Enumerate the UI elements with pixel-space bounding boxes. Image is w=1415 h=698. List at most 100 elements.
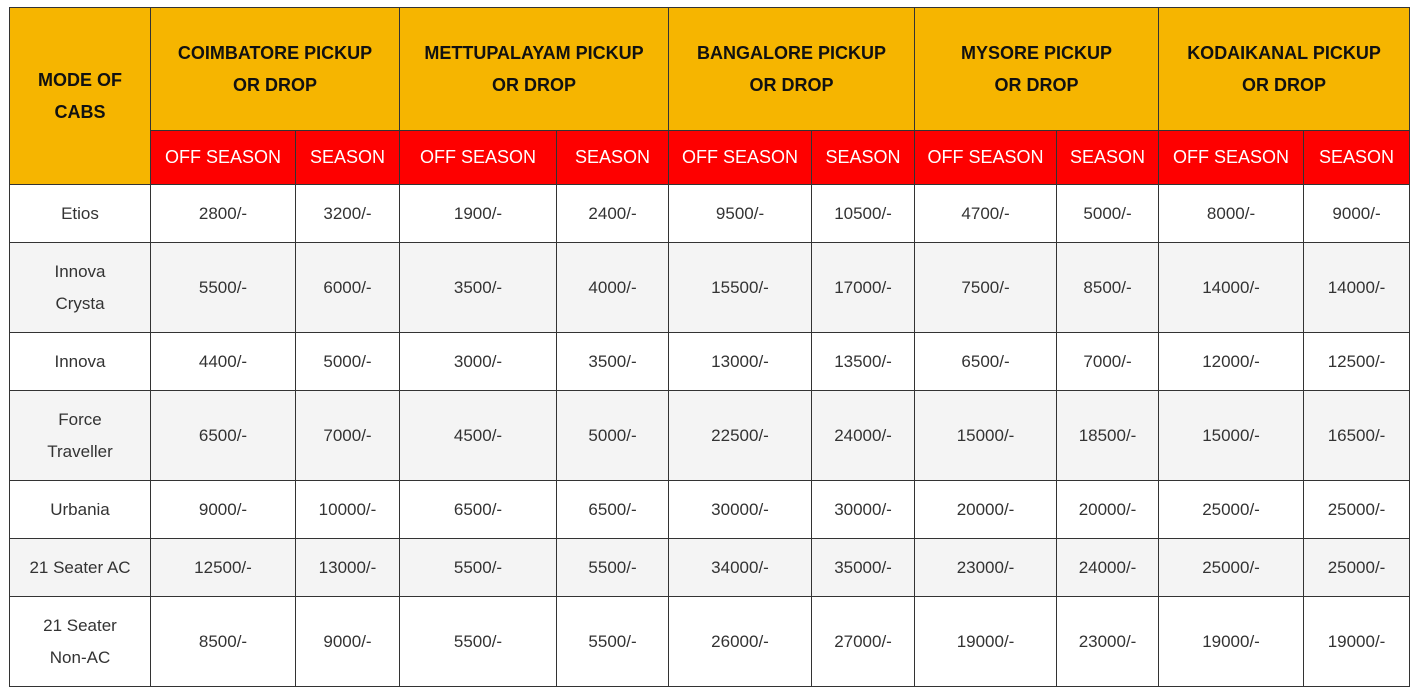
mode-header-line: CABS bbox=[54, 102, 106, 122]
cab-name-line: Crysta bbox=[55, 293, 105, 313]
price-cell: 5500/- bbox=[399, 596, 557, 687]
price-cell: 10000/- bbox=[295, 480, 400, 539]
price-cell: 8000/- bbox=[1158, 184, 1305, 243]
cab-name-cell: Force Traveller bbox=[9, 390, 151, 481]
cab-name-line: Innova bbox=[54, 261, 106, 281]
route-header-line: OR DROP bbox=[492, 75, 577, 95]
price-cell: 14000/- bbox=[1303, 242, 1411, 333]
cab-name-line: Innova bbox=[54, 351, 106, 371]
mode-header-line: MODE OF bbox=[38, 70, 122, 90]
price-cell: 6500/- bbox=[555, 480, 670, 539]
price-cell: 25000/- bbox=[1158, 538, 1305, 597]
price-cell: 5500/- bbox=[555, 538, 670, 597]
price-cell: 8500/- bbox=[150, 596, 296, 687]
route-header-mettupalayam: METTUPALAYAM PICKUP OR DROP bbox=[398, 7, 670, 131]
price-cell: 34000/- bbox=[668, 538, 813, 597]
off-season-header: OFF SEASON bbox=[399, 130, 557, 185]
price-cell: 14000/- bbox=[1158, 242, 1305, 333]
table-row: 21 Seater AC 12500/- 13000/- 5500/- 5500/- 34… bbox=[9, 538, 1411, 597]
price-cell: 35000/- bbox=[811, 538, 916, 597]
price-cell: 27000/- bbox=[811, 596, 916, 687]
off-season-header: OFF SEASON bbox=[1158, 130, 1305, 185]
fare-table: MODE OF CABS COIMBATORE PICKUP OR DROP M… bbox=[9, 7, 1411, 687]
price-cell: 15000/- bbox=[1158, 390, 1305, 481]
price-cell: 12500/- bbox=[150, 538, 296, 597]
price-cell: 4000/- bbox=[555, 242, 670, 333]
season-header: SEASON bbox=[295, 130, 400, 185]
route-header-mysore: MYSORE PICKUP OR DROP bbox=[914, 7, 1160, 131]
price-cell: 3500/- bbox=[399, 242, 557, 333]
price-cell: 30000/- bbox=[811, 480, 916, 539]
cab-name-line: Urbania bbox=[50, 499, 110, 519]
price-cell: 6500/- bbox=[150, 390, 296, 481]
price-cell: 13500/- bbox=[811, 332, 916, 391]
route-header-line: OR DROP bbox=[749, 75, 834, 95]
route-header-line: KODAIKANAL PICKUP bbox=[1187, 43, 1381, 63]
cab-name-cell: Innova bbox=[9, 332, 151, 391]
price-cell: 20000/- bbox=[914, 480, 1058, 539]
price-cell: 13000/- bbox=[668, 332, 813, 391]
season-header: SEASON bbox=[555, 130, 670, 185]
price-cell: 9000/- bbox=[150, 480, 296, 539]
route-header-coimbatore: COIMBATORE PICKUP OR DROP bbox=[150, 7, 400, 131]
price-cell: 20000/- bbox=[1056, 480, 1160, 539]
price-cell: 4700/- bbox=[914, 184, 1058, 243]
cab-name-line: Non-AC bbox=[49, 647, 111, 667]
price-cell: 6500/- bbox=[914, 332, 1058, 391]
price-cell: 5000/- bbox=[295, 332, 400, 391]
mode-of-cabs-header: MODE OF CABS bbox=[9, 7, 151, 185]
price-cell: 7500/- bbox=[914, 242, 1058, 333]
price-cell: 5000/- bbox=[555, 390, 670, 481]
price-cell: 16500/- bbox=[1303, 390, 1411, 481]
price-cell: 30000/- bbox=[668, 480, 813, 539]
price-cell: 3500/- bbox=[555, 332, 670, 391]
price-cell: 9500/- bbox=[668, 184, 813, 243]
price-cell: 3200/- bbox=[295, 184, 400, 243]
cab-name-line: Traveller bbox=[47, 441, 113, 461]
price-cell: 15500/- bbox=[668, 242, 813, 333]
cab-name-cell: 21 Seater Non-AC bbox=[9, 596, 151, 687]
cab-name-cell: 21 Seater AC bbox=[9, 538, 151, 597]
price-cell: 23000/- bbox=[914, 538, 1058, 597]
route-header-bangalore: BANGALORE PICKUP OR DROP bbox=[668, 7, 916, 131]
price-cell: 15000/- bbox=[914, 390, 1058, 481]
route-header-line: OR DROP bbox=[1242, 75, 1327, 95]
off-season-header: OFF SEASON bbox=[668, 130, 813, 185]
off-season-header: OFF SEASON bbox=[914, 130, 1058, 185]
price-cell: 17000/- bbox=[811, 242, 916, 333]
season-header: SEASON bbox=[1303, 130, 1411, 185]
season-header: SEASON bbox=[811, 130, 916, 185]
price-cell: 22500/- bbox=[668, 390, 813, 481]
cab-name-cell: Urbania bbox=[9, 480, 151, 539]
price-cell: 4400/- bbox=[150, 332, 296, 391]
price-cell: 19000/- bbox=[1158, 596, 1305, 687]
price-cell: 26000/- bbox=[668, 596, 813, 687]
route-header-line: METTUPALAYAM PICKUP bbox=[424, 43, 644, 63]
table-row: 21 Seater Non-AC 8500/- 9000/- 5500/- 5500/- 2… bbox=[9, 596, 1411, 687]
route-header-line: OR DROP bbox=[232, 75, 317, 95]
price-cell: 5500/- bbox=[399, 538, 557, 597]
price-cell: 7000/- bbox=[295, 390, 400, 481]
price-cell: 19000/- bbox=[1303, 596, 1411, 687]
price-cell: 13000/- bbox=[295, 538, 400, 597]
cab-name-line: 21 Seater bbox=[43, 615, 117, 635]
cab-name-line: Force bbox=[58, 409, 102, 429]
off-season-header: OFF SEASON bbox=[150, 130, 296, 185]
price-cell: 18500/- bbox=[1056, 390, 1160, 481]
season-header: SEASON bbox=[1056, 130, 1160, 185]
price-cell: 25000/- bbox=[1303, 480, 1411, 539]
price-cell: 24000/- bbox=[1056, 538, 1160, 597]
price-cell: 25000/- bbox=[1158, 480, 1305, 539]
table-row: Force Traveller 6500/- 7000/- 4500/- 5000/- 22… bbox=[9, 390, 1411, 481]
price-cell: 3000/- bbox=[399, 332, 557, 391]
price-cell: 10500/- bbox=[811, 184, 916, 243]
cab-name-cell: Etios bbox=[9, 184, 151, 243]
price-cell: 5500/- bbox=[555, 596, 670, 687]
price-cell: 19000/- bbox=[914, 596, 1058, 687]
table-row: Urbania 9000/- 10000/- 6500/- 6500/- 30000/- 3… bbox=[9, 480, 1411, 539]
price-cell: 6500/- bbox=[399, 480, 557, 539]
price-cell: 6000/- bbox=[295, 242, 400, 333]
price-cell: 1900/- bbox=[399, 184, 557, 243]
price-cell: 23000/- bbox=[1056, 596, 1160, 687]
price-cell: 8500/- bbox=[1056, 242, 1160, 333]
